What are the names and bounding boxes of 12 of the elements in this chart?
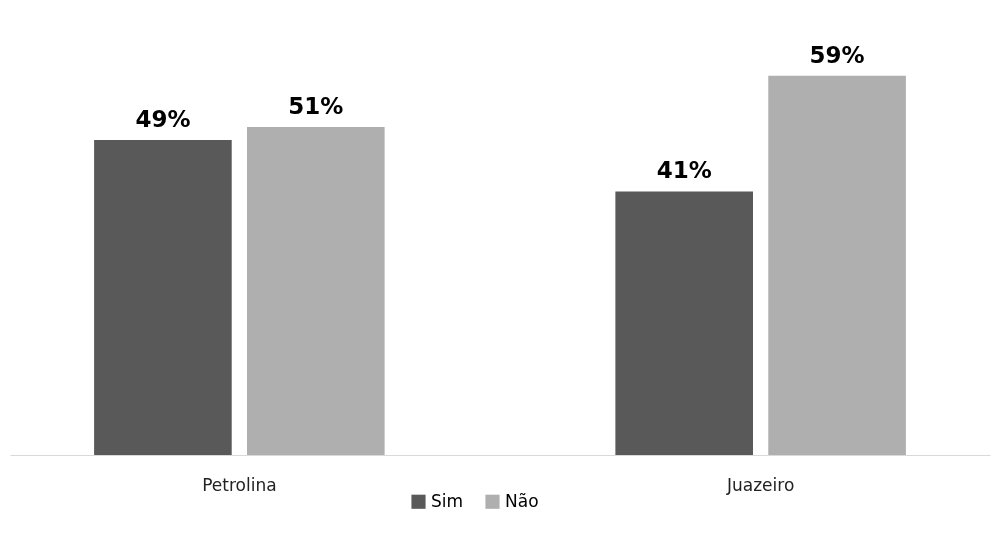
bar [768, 75, 906, 455]
x-tick-label: Petrolina [202, 474, 277, 495]
legend-label: Não [505, 490, 539, 511]
legend-label: Sim [431, 490, 464, 511]
data-label: 51% [288, 93, 344, 120]
bar [247, 127, 385, 455]
bar [615, 191, 753, 455]
x-tick-label: Juazeiro [725, 474, 795, 495]
data-label: 41% [656, 157, 712, 184]
data-label: 59% [809, 41, 865, 68]
data-label: 49% [135, 105, 191, 132]
bar [94, 139, 232, 455]
